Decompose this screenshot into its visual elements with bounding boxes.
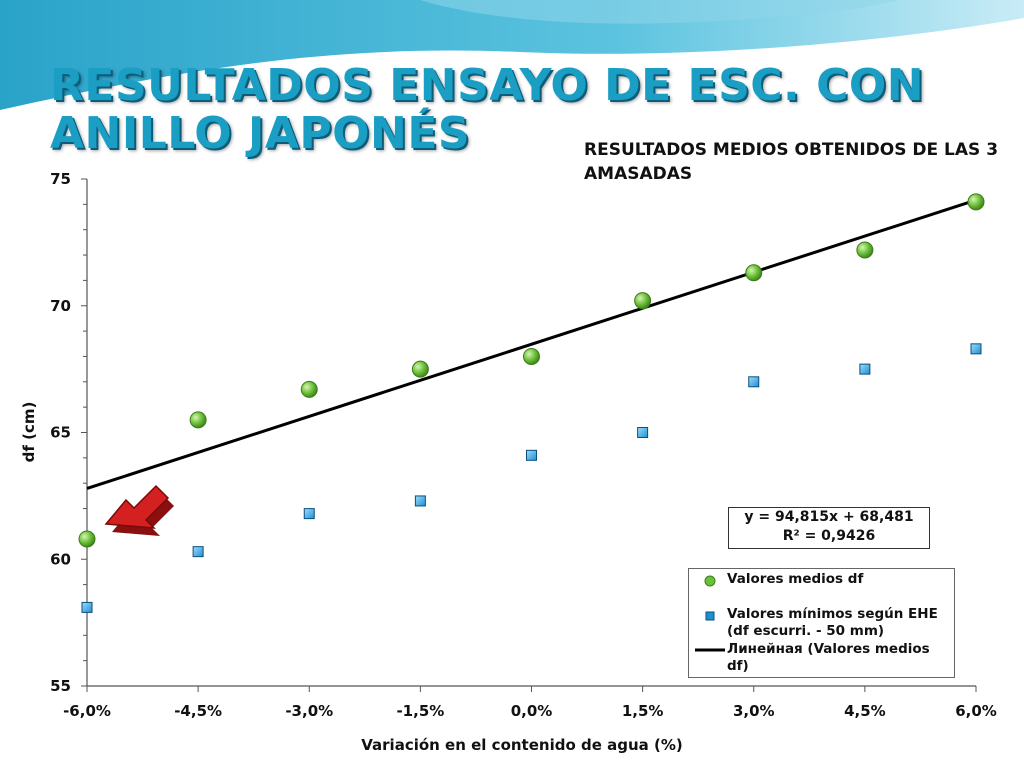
- trendline-equation-box: y = 94,815x + 68,481 R² = 0,9426: [728, 507, 930, 549]
- y-tick-label: 65: [50, 424, 71, 442]
- mean-point: [300, 380, 318, 398]
- legend-item-min-line2: (df escurri. - 50 mm): [727, 623, 885, 639]
- x-tick-label: -1,5%: [396, 702, 444, 720]
- min-point: [748, 376, 760, 388]
- mean-point: [634, 292, 652, 310]
- series-mean-points: [78, 193, 985, 548]
- min-point: [192, 546, 204, 558]
- x-tick-label: 6,0%: [955, 702, 997, 720]
- legend-item-means: Valores medios df: [727, 571, 864, 587]
- chart-legend: Valores medios df Valores mínimos según …: [688, 568, 955, 678]
- x-tick-label: 4,5%: [844, 702, 886, 720]
- legend-item-trend-line1: Линейная (Valores medios: [727, 641, 930, 657]
- mean-point: [856, 241, 874, 259]
- legend-circle-icon: [704, 575, 716, 587]
- x-tick-label: 3,0%: [733, 702, 775, 720]
- red-arrow-icon: [104, 484, 174, 536]
- min-point: [859, 363, 871, 375]
- y-tick-label: 75: [50, 170, 71, 188]
- min-point: [637, 427, 649, 438]
- min-point: [414, 495, 426, 507]
- mean-point: [523, 347, 540, 365]
- x-tick-label: -4,5%: [174, 702, 222, 720]
- trendline-equation: y = 94,815x + 68,481: [744, 509, 914, 525]
- min-point: [81, 601, 93, 613]
- mean-point: [189, 411, 207, 429]
- x-tick-label: 1,5%: [622, 702, 664, 720]
- mean-point: [745, 264, 763, 282]
- y-tick-label: 60: [50, 550, 71, 568]
- min-point: [526, 449, 537, 461]
- mean-point: [967, 193, 985, 211]
- x-tick-label: 0,0%: [511, 702, 553, 720]
- mean-point: [411, 360, 429, 378]
- legend-item-min-line1: Valores mínimos según EHE: [727, 606, 938, 622]
- trendline: [86, 198, 977, 490]
- legend-item-trend-line2: df): [727, 658, 749, 674]
- x-axis-ticks: -6,0% -4,5% -3,0% -1,5% 0,0% 1,5% 3,0% 4,5% 6,0%: [63, 686, 997, 720]
- y-tick-label: 70: [50, 297, 71, 315]
- trendline-r-squared: R² = 0,9426: [782, 528, 876, 544]
- x-tick-label: -6,0%: [63, 702, 111, 720]
- legend-square-icon: [705, 611, 715, 621]
- y-axis-title: df (cm): [20, 402, 38, 463]
- mean-point: [78, 530, 96, 548]
- y-axis-ticks: 55 60 65 70 75: [50, 170, 87, 695]
- x-tick-label: -3,0%: [285, 702, 333, 720]
- legend-line-icon: [695, 648, 725, 652]
- x-axis-title: Variación en el contenido de agua (%): [361, 736, 682, 754]
- y-tick-label: 55: [50, 677, 71, 695]
- chart-subtitle: RESULTADOS MEDIOS OBTENIDOS DE LAS 3 AMA…: [584, 140, 999, 184]
- series-min-points: [81, 343, 982, 613]
- min-point: [970, 343, 982, 355]
- min-point: [303, 508, 315, 520]
- slide-title: RESULTADOS ENSAYO DE ESC. CON ANILLO JAP…: [50, 60, 925, 159]
